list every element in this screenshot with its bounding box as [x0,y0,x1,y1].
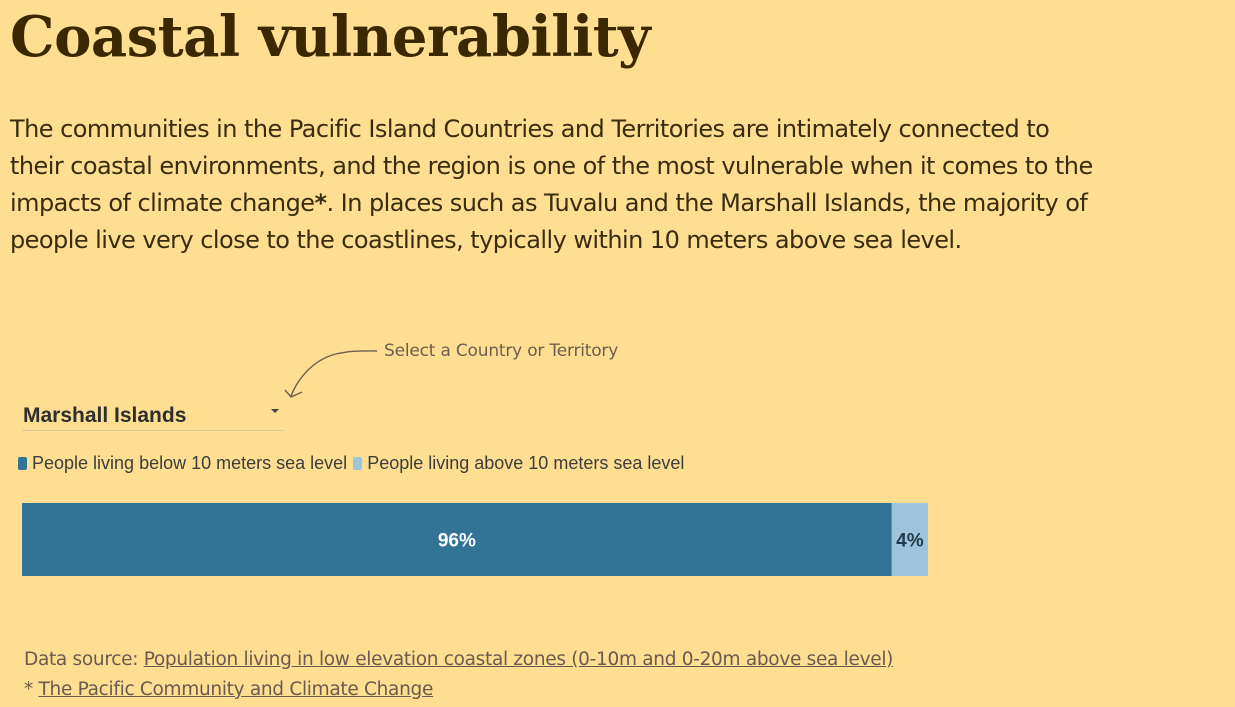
curved-arrow-icon [284,350,378,398]
select-hint: Select a Country or Territory [384,341,619,361]
country-select[interactable]: Marshall Islands [22,400,284,431]
bar-segment-above[interactable] [891,503,928,576]
country-select-value: Marshall Islands [23,404,187,427]
legend-label-below: People living below 10 meters sea level [32,453,348,473]
legend-swatch-above [353,456,363,470]
stacked-bar-chart: 96% 4% [22,503,928,576]
footnote-line: * The Pacific Community and Climate Chan… [24,678,433,702]
intro-text: impacts of climate change [10,189,315,217]
footnote-star: * [24,679,39,700]
intro-paragraph: The communities in the Pacific Island Co… [10,111,1232,259]
chart-legend: People living below 10 meters sea level … [18,452,690,474]
legend-item-above: People living above 10 meters sea level [353,452,684,474]
bar-segment-below[interactable] [22,503,892,576]
bar-label-below: 96% [438,531,476,552]
intro-line: impacts of climate change*. In places su… [10,185,1232,222]
data-source-label: Data source: [24,649,144,670]
legend-swatch-below [18,456,27,470]
legend-label-above: People living above 10 meters sea level [367,453,685,473]
legend-item-below: People living below 10 meters sea level [18,452,347,474]
bar-label-above: 4% [896,531,924,552]
intro-text: . In places such as Tuvalu and the Marsh… [326,189,1088,217]
caret-down-icon[interactable] [271,409,279,413]
data-source-link[interactable]: Population living in low elevation coast… [143,649,894,670]
data-source-line: Data source: Population living in low el… [24,648,893,672]
footnote-marker: * [314,189,328,217]
intro-line: The communities in the Pacific Island Co… [10,115,1050,143]
intro-line: their coastal environments, and the regi… [10,152,1093,180]
footnote-link[interactable]: The Pacific Community and Climate Change [38,679,434,700]
page-title: Coastal vulnerability [10,4,651,70]
intro-line: people live very close to the coastlines… [10,226,962,254]
